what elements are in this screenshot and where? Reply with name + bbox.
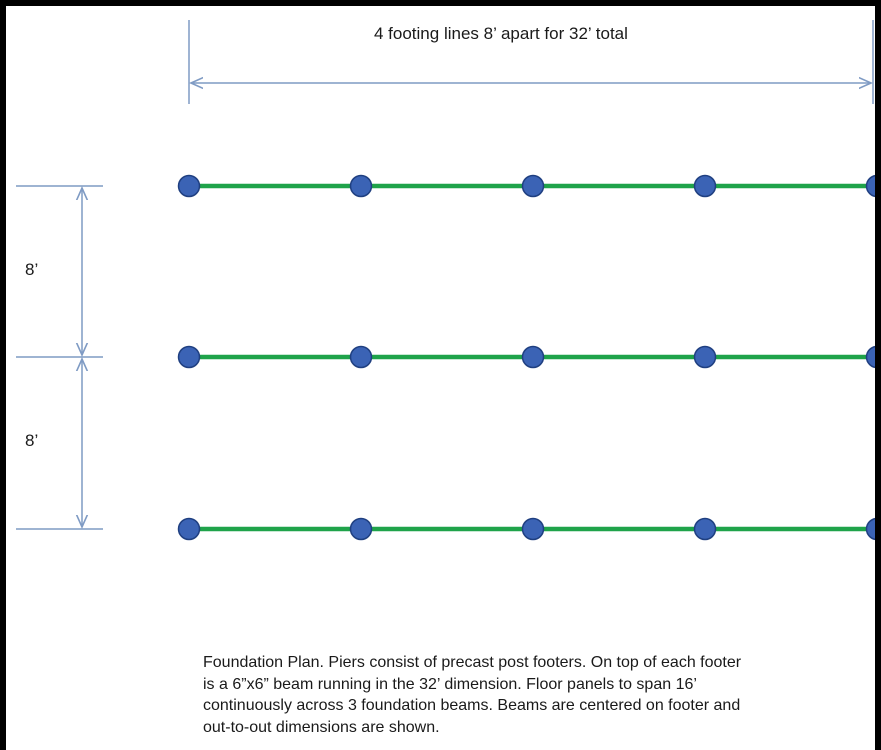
caption-line: Foundation Plan. Piers consist of precas… xyxy=(203,654,742,671)
pier-footer xyxy=(521,174,545,198)
pier-footer xyxy=(693,345,717,369)
pier-footer xyxy=(349,345,373,369)
pier-footer xyxy=(693,174,717,198)
caption-line: continuously across 3 foundation beams. … xyxy=(203,697,741,714)
pier-footer xyxy=(865,517,875,541)
top-dimension xyxy=(188,20,874,104)
pier-footers xyxy=(177,174,875,541)
pier-footer xyxy=(865,345,875,369)
foundation-plan-drawing xyxy=(16,20,875,541)
pier-footer xyxy=(177,174,201,198)
pier-footer xyxy=(521,517,545,541)
pier-footer xyxy=(177,345,201,369)
pier-footer xyxy=(693,517,717,541)
pier-footer xyxy=(865,174,875,198)
caption-line: is a 6”x6” beam running in the 32’ dimen… xyxy=(203,675,697,693)
caption-line: out-to-out dimensions are shown. xyxy=(203,718,440,736)
pier-footer xyxy=(349,174,373,198)
pier-footer xyxy=(177,517,201,541)
row-spacing-label-upper: 8’ xyxy=(25,260,39,279)
caption: Foundation Plan. Piers consist of precas… xyxy=(203,652,875,738)
row-spacing-label-lower: 8’ xyxy=(25,431,39,450)
top-dimension-label: 4 footing lines 8’ apart for 32’ total xyxy=(374,24,628,43)
pier-footer xyxy=(521,345,545,369)
pier-footer xyxy=(349,517,373,541)
side-dimension xyxy=(16,185,103,530)
